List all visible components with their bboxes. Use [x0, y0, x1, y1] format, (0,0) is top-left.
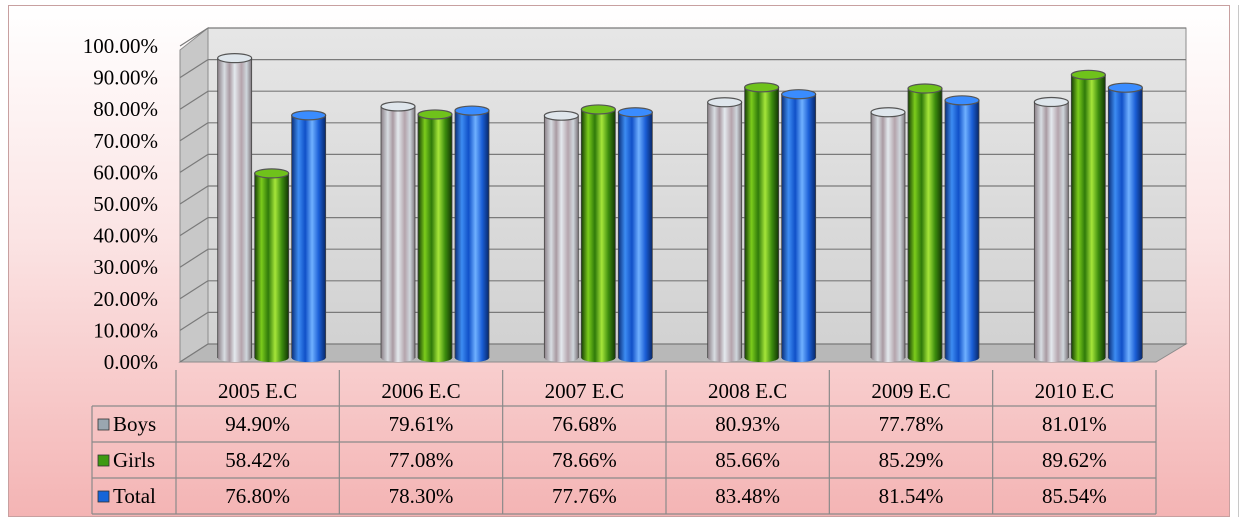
category-label: 2008 E.C — [708, 379, 787, 403]
gridline-side — [179, 280, 209, 300]
y-tick-label: 50.00% — [93, 192, 158, 216]
category-label: 2006 E.C — [381, 379, 460, 403]
y-tick-label: 10.00% — [93, 318, 158, 342]
data-cell: 81.01% — [1042, 412, 1107, 436]
bars — [217, 53, 1143, 362]
bar-boys — [380, 101, 416, 362]
bar-total — [291, 110, 327, 362]
data-cell: 89.62% — [1042, 448, 1107, 472]
gridline-side — [179, 311, 209, 331]
data-cell: 85.54% — [1042, 484, 1107, 508]
bar-girls — [744, 82, 780, 362]
bar-total — [617, 107, 653, 362]
bar-boys — [543, 110, 579, 362]
y-tick-label: 100.00% — [83, 34, 158, 58]
y-tick-label: 90.00% — [93, 66, 158, 90]
gridline-side — [179, 248, 209, 268]
gridline-side — [179, 122, 209, 142]
category-label: 2009 E.C — [871, 379, 950, 403]
gridline-side — [179, 185, 209, 205]
bar-total — [781, 89, 817, 362]
legend-key-total — [97, 490, 110, 503]
y-tick-label: 70.00% — [93, 129, 158, 153]
legend-label: Girls — [113, 448, 155, 472]
data-cell: 81.54% — [879, 484, 944, 508]
y-tick-label: 20.00% — [93, 287, 158, 311]
gridline-side — [179, 343, 209, 363]
bar-boys — [870, 107, 906, 362]
category-label: 2005 E.C — [218, 379, 297, 403]
data-cell: 79.61% — [389, 412, 454, 436]
data-cell: 85.66% — [715, 448, 780, 472]
gridlines — [179, 27, 1186, 363]
bar-girls — [417, 109, 453, 362]
data-cell: 78.66% — [552, 448, 617, 472]
data-cell: 76.68% — [552, 412, 617, 436]
data-cell: 94.90% — [225, 412, 290, 436]
gridline-side — [179, 27, 209, 47]
bar-girls — [254, 168, 290, 362]
bar-boys — [217, 53, 253, 362]
data-cell: 58.42% — [225, 448, 290, 472]
category-label: 2010 E.C — [1035, 379, 1114, 403]
y-tick-label: 80.00% — [93, 97, 158, 121]
data-cell: 83.48% — [715, 484, 780, 508]
bar-boys — [1033, 96, 1069, 362]
bar-girls — [580, 104, 616, 362]
gridline-side — [179, 90, 209, 110]
y-tick-label: 60.00% — [93, 160, 158, 184]
legend-key-boys — [97, 418, 110, 431]
legend-label: Total — [113, 484, 156, 508]
data-table: 2005 E.C 2006 E.C 2007 E.C 2008 E.C 2009 E.C… — [91, 370, 1157, 515]
bar-total — [1107, 82, 1143, 362]
data-cell: 85.29% — [879, 448, 944, 472]
y-tick-label: 0.00% — [104, 350, 158, 374]
gridline-side — [179, 153, 209, 173]
bar-girls — [1070, 69, 1106, 362]
legend-label: Boys — [113, 412, 156, 436]
gridline-side — [179, 217, 209, 237]
data-cell: 80.93% — [715, 412, 780, 436]
data-cell: 76.80% — [225, 484, 290, 508]
y-tick-label: 30.00% — [93, 255, 158, 279]
gridline-side — [179, 59, 209, 79]
data-cell: 78.30% — [389, 484, 454, 508]
y-tick-label: 40.00% — [93, 224, 158, 248]
bar-girls — [907, 83, 943, 362]
bar-total — [454, 105, 490, 362]
bar-total — [944, 95, 980, 362]
page-divider — [1238, 5, 1239, 517]
data-cell: 77.78% — [879, 412, 944, 436]
y-axis-tick-labels: 0.00% 10.00% 20.00% 30.00% 40.00% 50.00% 60.00… — [83, 34, 158, 374]
data-cell: 77.76% — [552, 484, 617, 508]
data-cell: 77.08% — [389, 448, 454, 472]
category-label: 2007 E.C — [545, 379, 624, 403]
legend-key-girls — [97, 454, 110, 467]
bar-boys — [707, 97, 743, 362]
